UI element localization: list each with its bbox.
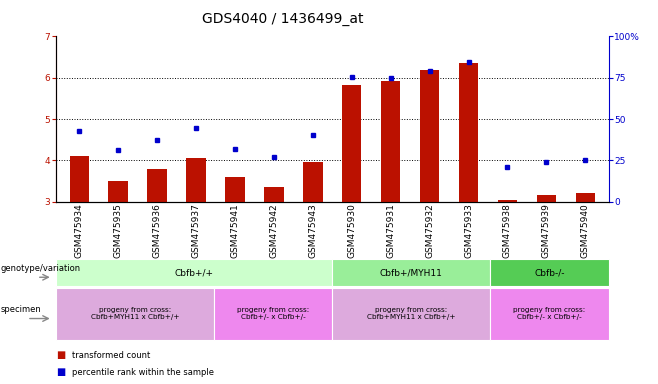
Bar xyxy=(70,156,89,202)
Bar xyxy=(537,195,556,202)
Text: specimen: specimen xyxy=(1,305,41,314)
Text: percentile rank within the sample: percentile rank within the sample xyxy=(72,368,215,377)
Text: progeny from cross:
Cbfb+MYH11 x Cbfb+/+: progeny from cross: Cbfb+MYH11 x Cbfb+/+ xyxy=(367,308,455,320)
Bar xyxy=(109,181,128,202)
Text: Cbfb+/+: Cbfb+/+ xyxy=(174,268,214,277)
Bar xyxy=(420,70,440,202)
Bar xyxy=(459,63,478,202)
Bar xyxy=(303,162,322,202)
Text: progeny from cross:
Cbfb+/- x Cbfb+/-: progeny from cross: Cbfb+/- x Cbfb+/- xyxy=(237,308,309,320)
Bar xyxy=(576,192,595,202)
Bar xyxy=(342,85,361,202)
Text: Cbfb-/-: Cbfb-/- xyxy=(534,268,565,277)
Bar xyxy=(264,187,284,202)
Bar xyxy=(186,158,206,202)
Text: Cbfb+/MYH11: Cbfb+/MYH11 xyxy=(380,268,443,277)
Text: ■: ■ xyxy=(56,350,65,360)
Bar xyxy=(147,169,167,202)
Bar xyxy=(497,200,517,202)
Text: genotype/variation: genotype/variation xyxy=(1,263,81,273)
Text: GDS4040 / 1436499_at: GDS4040 / 1436499_at xyxy=(202,12,364,25)
Text: ■: ■ xyxy=(56,367,65,377)
Text: transformed count: transformed count xyxy=(72,351,151,360)
Bar xyxy=(225,177,245,202)
Text: progeny from cross:
Cbfb+MYH11 x Cbfb+/+: progeny from cross: Cbfb+MYH11 x Cbfb+/+ xyxy=(91,308,179,320)
Text: progeny from cross:
Cbfb+/- x Cbfb+/-: progeny from cross: Cbfb+/- x Cbfb+/- xyxy=(513,308,586,320)
Bar xyxy=(381,81,401,202)
